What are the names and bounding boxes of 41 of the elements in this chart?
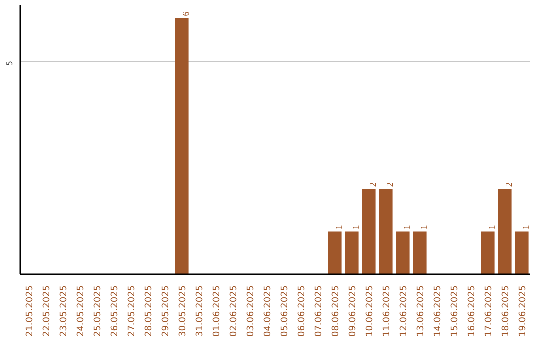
x-tick-label: 11.06.2025 [382, 286, 392, 338]
x-tick-label: 29.05.2025 [162, 286, 172, 338]
x-tick-label: 13.06.2025 [416, 286, 426, 338]
x-tick-label: 21.05.2025 [26, 286, 36, 338]
x-tick-label: 06.06.2025 [298, 286, 308, 338]
x-tick-label: 08.06.2025 [332, 286, 342, 338]
x-tick-label: 10.06.2025 [366, 286, 376, 338]
x-tick-label: 30.05.2025 [178, 286, 188, 338]
x-tick-label: 25.05.2025 [94, 286, 104, 338]
data-label: 1 [402, 225, 412, 230]
x-tick-label: 31.05.2025 [196, 286, 206, 338]
data-label: 1 [487, 225, 497, 230]
x-tick-label: 19.06.2025 [518, 286, 528, 338]
data-label: 1 [351, 225, 361, 230]
x-tick-label: 12.06.2025 [400, 286, 410, 338]
x-tick-label: 14.06.2025 [434, 286, 444, 338]
x-tick-label: 07.06.2025 [314, 286, 324, 338]
x-tick-label: 22.05.2025 [42, 286, 52, 338]
data-label: 1 [334, 225, 344, 230]
data-label: 2 [504, 182, 514, 188]
x-tick-label: 18.06.2025 [502, 286, 512, 338]
data-label: 2 [385, 182, 395, 188]
x-tick-label: 05.06.2025 [280, 286, 290, 338]
x-tick-label: 15.06.2025 [450, 286, 460, 338]
x-tick-label: 01.06.2025 [212, 286, 222, 338]
x-tick-label: 17.06.2025 [484, 286, 494, 338]
y-tick-label: 5 [6, 61, 14, 66]
x-tick-label: 02.06.2025 [230, 286, 240, 338]
data-label: 2 [368, 182, 378, 188]
data-label: 1 [419, 225, 429, 230]
data-label: 6 [181, 11, 191, 16]
x-tick-label: 26.05.2025 [110, 286, 120, 338]
x-tick-label: 03.06.2025 [246, 286, 256, 338]
x-tick-label: 23.05.2025 [60, 286, 70, 338]
x-tick-label: 24.05.2025 [76, 286, 86, 338]
x-tick-label: 09.06.2025 [348, 286, 358, 338]
data-label: 1 [521, 225, 531, 230]
x-tick-label: 27.05.2025 [128, 286, 138, 338]
x-tick-label: 28.05.2025 [144, 286, 154, 338]
x-tick-label: 04.06.2025 [264, 286, 274, 338]
x-tick-label: 16.06.2025 [468, 286, 478, 338]
